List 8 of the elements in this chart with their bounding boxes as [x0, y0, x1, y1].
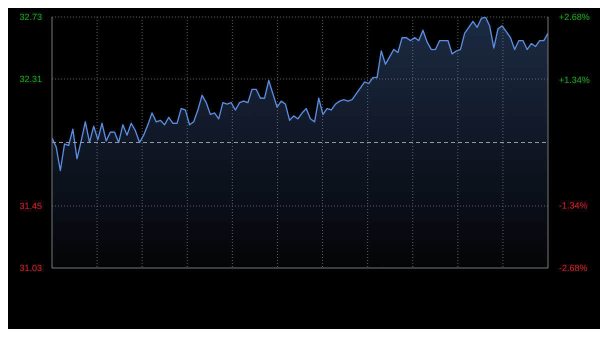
y-tick-label: 31.03 — [19, 263, 42, 273]
y2-tick-label: +2.68% — [559, 12, 590, 22]
y2-tick-label: -2.68% — [559, 263, 588, 273]
y2-tick-label: +1.34% — [559, 74, 590, 85]
y-tick-label: 32.73 — [19, 12, 42, 22]
y-tick-label: 32.31 — [19, 74, 42, 84]
y2-tick-label: -1.34% — [559, 200, 588, 210]
y-tick-label: 31.45 — [19, 200, 42, 211]
